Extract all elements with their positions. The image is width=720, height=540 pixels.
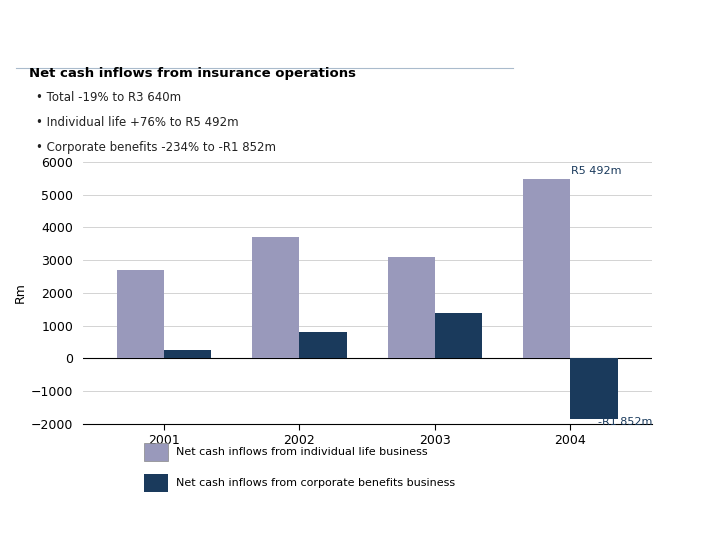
Bar — [387, 257, 435, 359]
Bar — [523, 179, 570, 359]
Bar — [435, 313, 482, 359]
Bar — [252, 237, 300, 359]
Text: Net cash inflows from corporate benefits business: Net cash inflows from corporate benefits… — [176, 478, 456, 488]
Bar — [117, 270, 164, 359]
Text: • Individual life +76% to R5 492m: • Individual life +76% to R5 492m — [36, 116, 239, 129]
Text: • Total -19% to R3 640m: • Total -19% to R3 640m — [36, 91, 181, 104]
Text: Net cash inflows from individual life business: Net cash inflows from individual life bu… — [176, 447, 428, 457]
Text: R5 492m: R5 492m — [571, 166, 621, 176]
Y-axis label: Rm: Rm — [14, 282, 27, 303]
Bar — [300, 332, 347, 359]
Text: • Corporate benefits -234% to -R1 852m: • Corporate benefits -234% to -R1 852m — [36, 141, 276, 154]
Bar — [144, 475, 168, 492]
Text: -R1 852m: -R1 852m — [598, 417, 652, 427]
Bar — [164, 350, 212, 359]
Text: Life insurance operations: Life insurance operations — [21, 30, 260, 48]
Bar — [144, 443, 168, 461]
Bar — [570, 359, 618, 419]
Text: Net cash inflows from insurance operations: Net cash inflows from insurance operatio… — [29, 68, 356, 80]
